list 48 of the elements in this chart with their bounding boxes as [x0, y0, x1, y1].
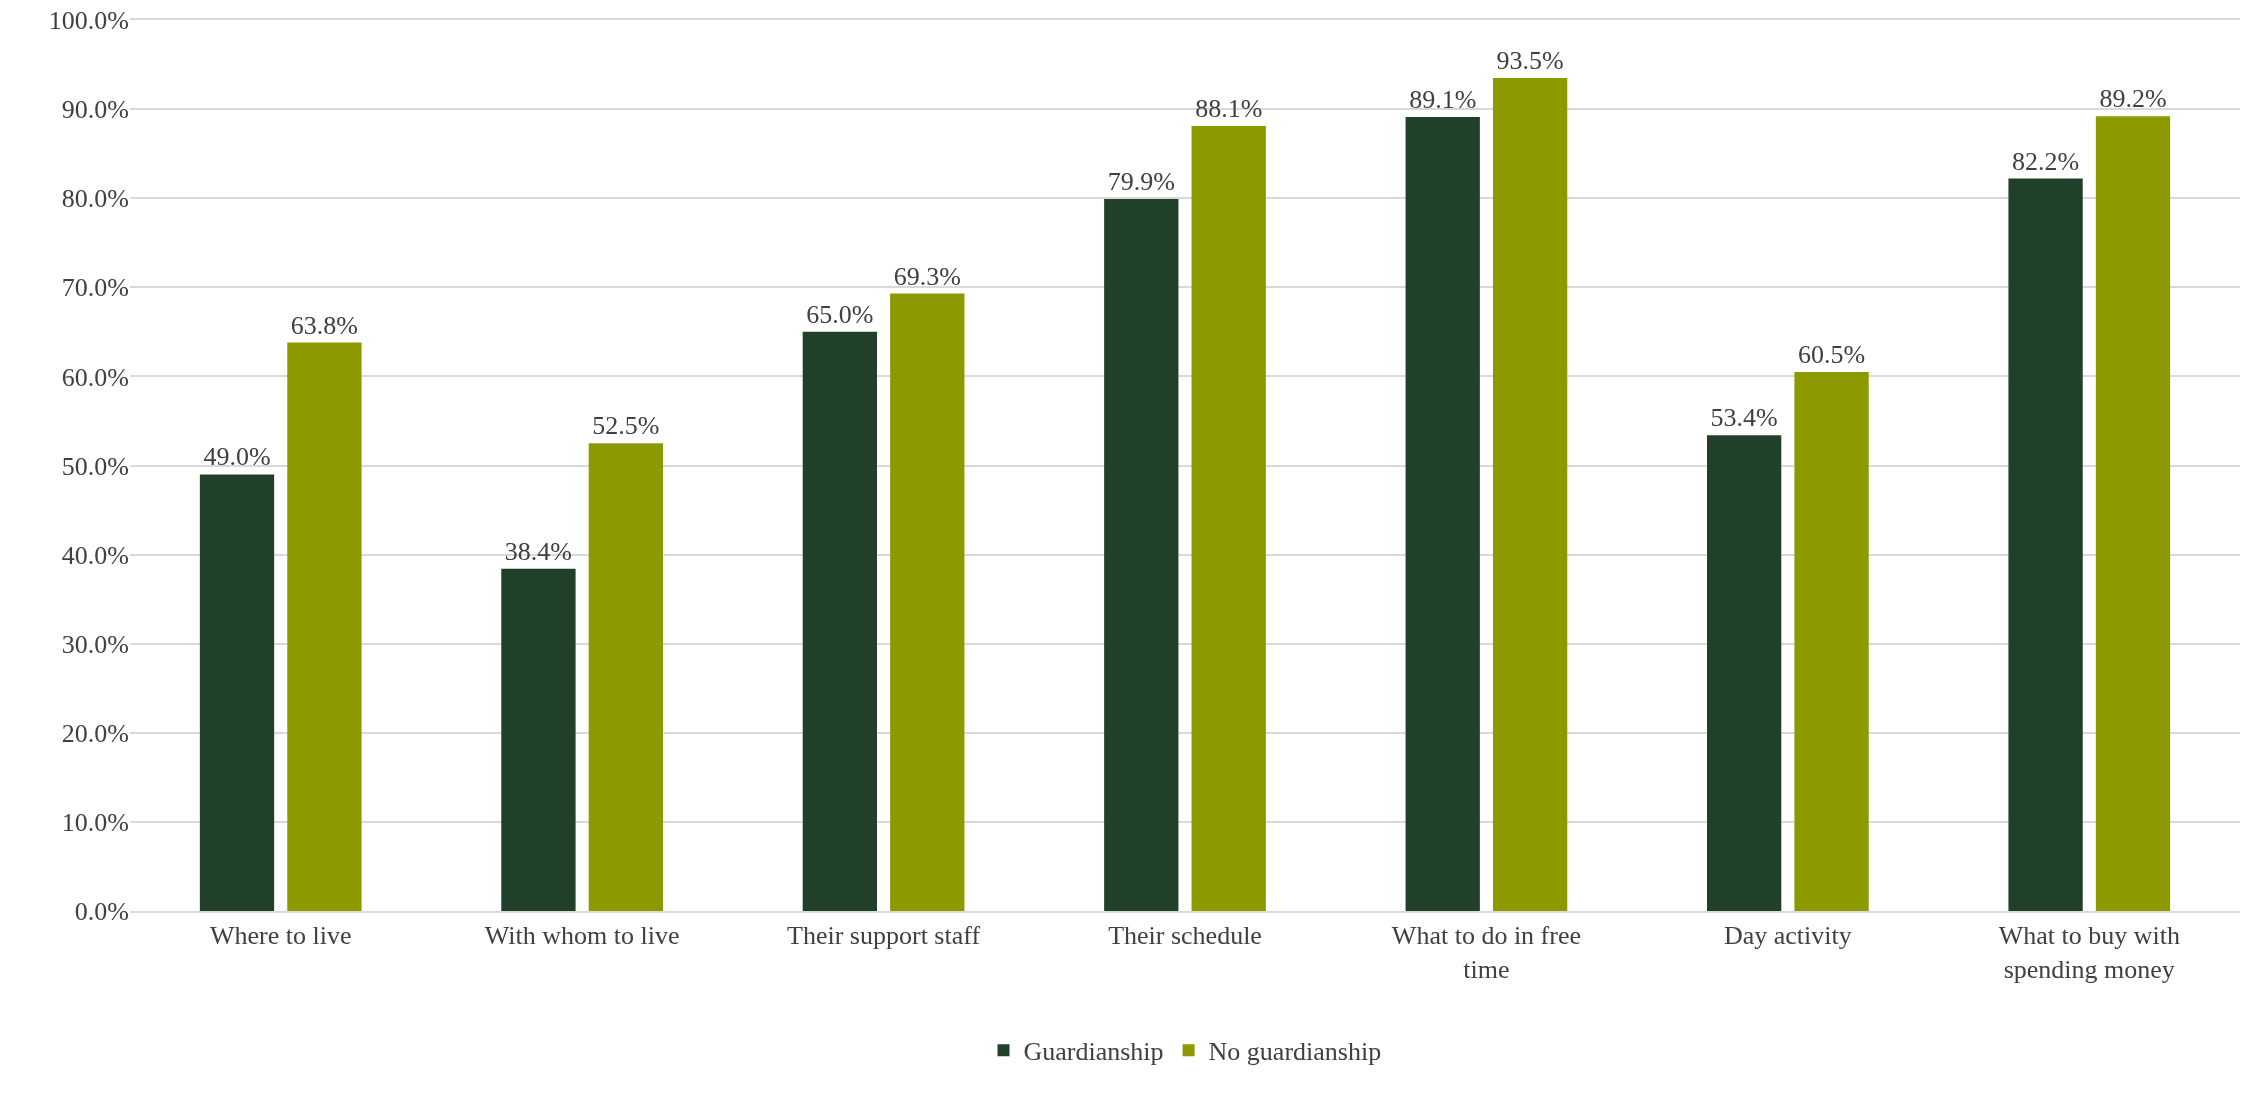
bar: [501, 568, 576, 911]
bar: [2095, 116, 2171, 911]
bar: [1707, 435, 1782, 911]
data-label: 60.5%: [1797, 339, 1866, 369]
bar: [890, 293, 965, 911]
y-tick-label: 30.0%: [61, 629, 129, 659]
bar: [2008, 178, 2083, 911]
data-label: 89.1%: [1409, 85, 1477, 115]
x-tick-label: Where to live: [209, 921, 352, 951]
y-tick-label: 0.0%: [74, 897, 129, 927]
data-label: 53.4%: [1710, 403, 1778, 433]
y-tick-label: 20.0%: [61, 718, 129, 748]
bar: [588, 443, 663, 911]
data-label: 89.2%: [2099, 84, 2167, 114]
bar: [1492, 77, 1568, 911]
data-label: 65.0%: [806, 299, 874, 329]
y-tick-label: 100.0%: [48, 6, 129, 36]
legend-label: No guardianship: [1208, 1037, 1382, 1067]
data-label: 52.5%: [592, 411, 660, 441]
y-tick-label: 90.0%: [61, 95, 129, 125]
data-label: 82.2%: [2011, 146, 2080, 176]
data-label: 93.5%: [1496, 45, 1564, 75]
bar: [802, 331, 878, 911]
x-tick-label: Their support staff: [787, 921, 981, 951]
x-tick-label: With whom to live: [484, 921, 680, 951]
data-label: 63.8%: [290, 310, 359, 340]
x-tick-label: What to do in free time: [1391, 921, 1582, 984]
x-tick-label: Day activity: [1723, 921, 1852, 951]
y-tick-label: 50.0%: [61, 451, 129, 481]
x-tick-label: Their schedule: [1108, 921, 1262, 951]
y-tick-label: 60.0%: [61, 362, 129, 392]
y-tick-label: 70.0%: [61, 273, 129, 303]
x-tick-label: What to buy with spending money: [1998, 921, 2180, 984]
data-label: 88.1%: [1195, 94, 1263, 124]
bar: [1794, 371, 1869, 911]
bar: [1191, 126, 1266, 911]
legend-label: Guardianship: [1023, 1037, 1164, 1067]
y-tick-label: 40.0%: [61, 540, 129, 570]
bar: [287, 342, 362, 911]
data-label: 69.3%: [893, 261, 961, 291]
bar: [1104, 199, 1179, 911]
data-label: 79.9%: [1107, 167, 1175, 197]
bar: [199, 474, 275, 911]
y-tick-label: 80.0%: [61, 184, 129, 214]
y-tick-label: 10.0%: [61, 808, 129, 837]
data-label: 49.0%: [203, 442, 271, 472]
bar: [1405, 117, 1480, 911]
data-label: 38.4%: [504, 536, 573, 566]
